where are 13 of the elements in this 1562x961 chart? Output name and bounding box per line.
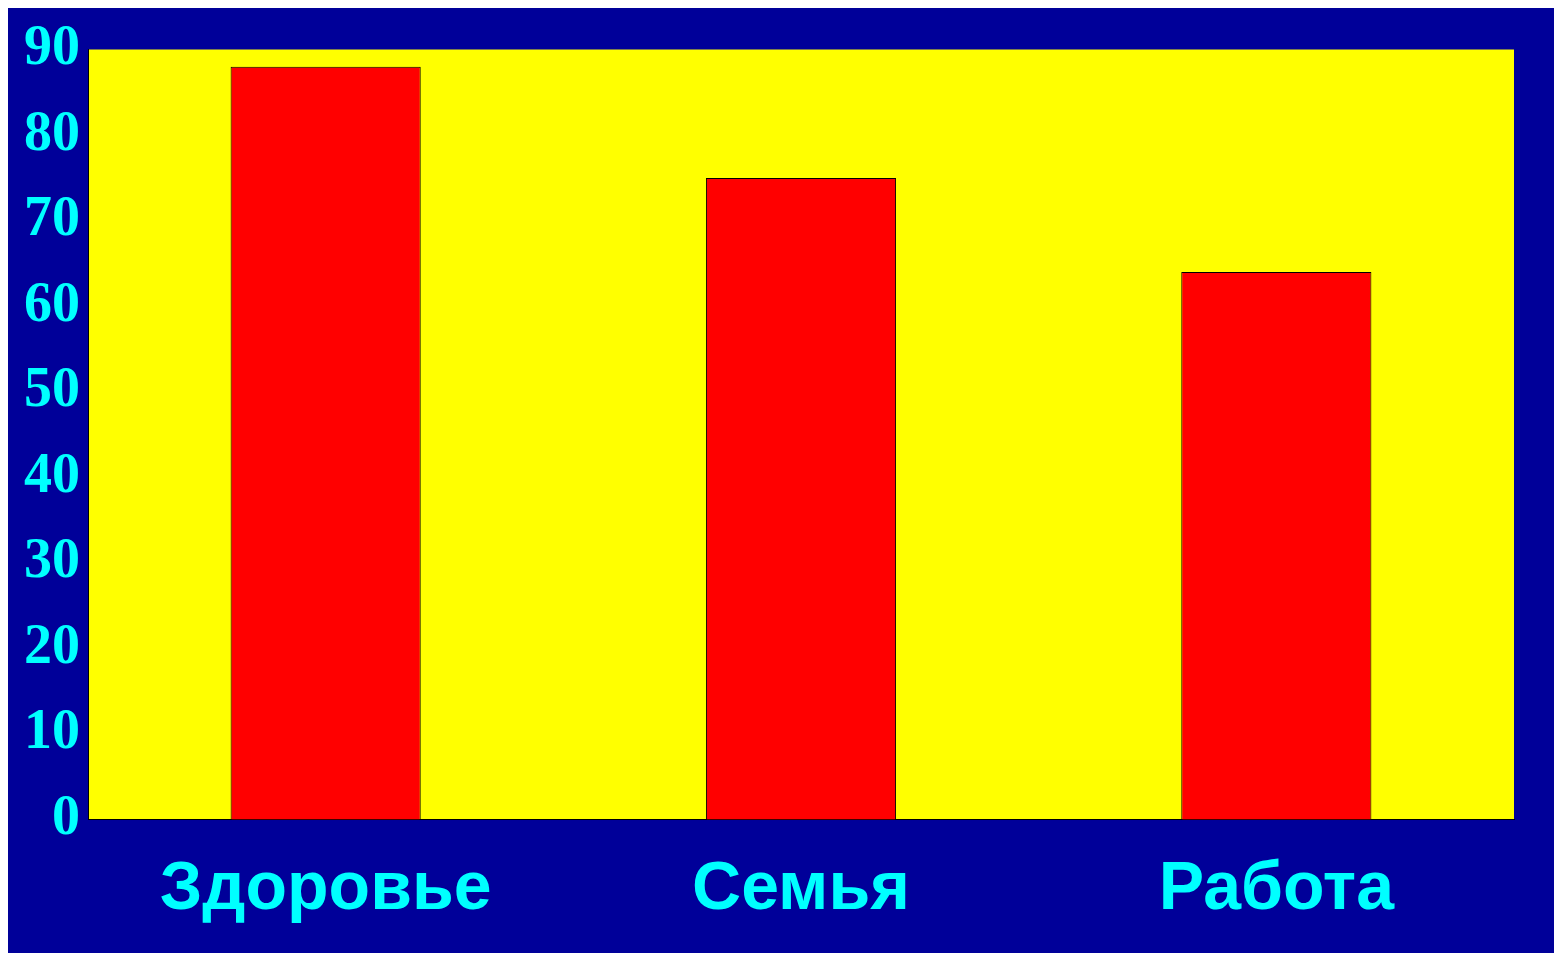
y-tick-label: 70	[24, 185, 80, 248]
y-tick-label: 80	[24, 99, 80, 162]
y-tick-label: 90	[24, 14, 80, 77]
y-tick-label: 50	[24, 356, 80, 419]
x-tick-label: Работа	[1158, 846, 1396, 923]
y-tick-label: 0	[52, 783, 80, 846]
y-tick-label: 40	[24, 441, 80, 504]
x-tick-label: Здоровье	[159, 846, 492, 923]
y-tick-label: 10	[24, 698, 80, 761]
y-tick-label: 60	[24, 270, 80, 333]
x-tick-label: Семья	[692, 846, 910, 923]
y-tick-label: 20	[24, 612, 80, 675]
y-tick-label: 30	[24, 527, 80, 590]
